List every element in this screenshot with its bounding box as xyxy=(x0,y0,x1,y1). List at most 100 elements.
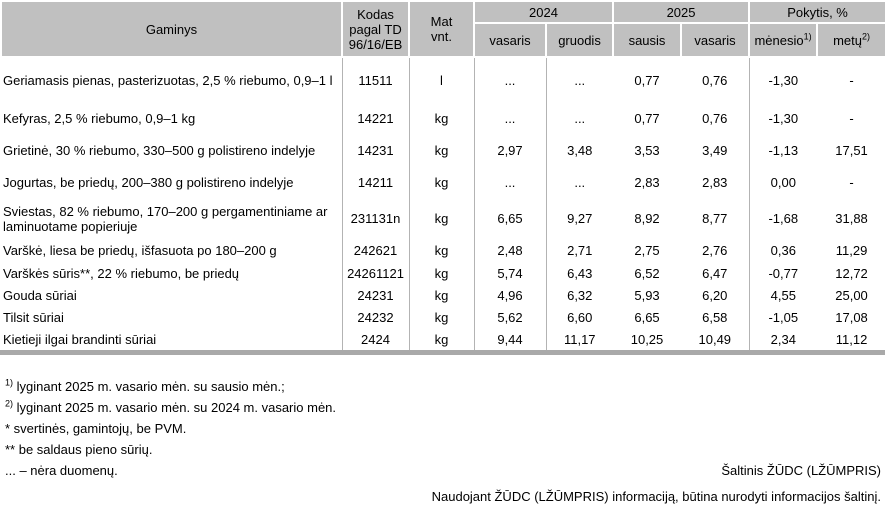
table-cell: 3,48 xyxy=(546,134,614,166)
table-cell: 8,92 xyxy=(613,198,682,239)
sub-header-vasaris-2025: vasaris xyxy=(680,22,751,58)
table-cell: 2,76 xyxy=(681,239,750,262)
table-cell: 0,77 xyxy=(613,57,682,102)
table-body: Geriamasis pienas, pasterizuotas, 2,5 % … xyxy=(1,57,885,350)
footnote-2: 2) lyginant 2025 m. vasario mėn. su 2024… xyxy=(5,398,337,415)
table-cell: 9,44 xyxy=(474,328,547,350)
group-header-pokytis: Pokytis, % xyxy=(748,0,885,24)
table-cell: l xyxy=(409,57,475,102)
table-cell: Gouda sūriai xyxy=(1,284,343,306)
sub-header-gruodis: gruodis xyxy=(544,22,615,58)
table-cell: Grietinė, 30 % riebumo, 330–500 g polist… xyxy=(1,134,343,166)
table-cell: 0,77 xyxy=(613,102,682,134)
table-cell: 25,00 xyxy=(817,284,885,306)
table-row: Sviestas, 82 % riebumo, 170–200 g pergam… xyxy=(1,198,885,239)
table-cell: 242621 xyxy=(342,239,410,262)
table-row: Kefyras, 2,5 % riebumo, 0,9–1 kg 14221 kg.… xyxy=(1,102,885,134)
table-cell: 6,58 xyxy=(681,306,750,328)
table-cell: kg xyxy=(409,239,475,262)
table-cell: 2,75 xyxy=(613,239,682,262)
col-header-gaminys: Gaminys xyxy=(0,0,343,58)
table-row: Grietinė, 30 % riebumo, 330–500 g polist… xyxy=(1,134,885,166)
table-cell: 0,76 xyxy=(681,102,750,134)
table-cell: kg xyxy=(409,134,475,166)
table-cell: - xyxy=(817,166,885,198)
table-cell: 2,71 xyxy=(546,239,614,262)
table-cell: -1,68 xyxy=(749,198,818,239)
table-cell: ... xyxy=(546,57,614,102)
table-cell: 6,20 xyxy=(681,284,750,306)
attribution-line: Naudojant ŽŪDC (LŽŪMPRIS) informaciją, b… xyxy=(431,489,881,504)
table-cell: 8,77 xyxy=(681,198,750,239)
table-cell: kg xyxy=(409,166,475,198)
table-cell: ... xyxy=(546,102,614,134)
table-cell: ... xyxy=(474,57,547,102)
table-row: Kietieji ilgai brandinti sūriai 2424 kg 9,4… xyxy=(1,328,885,350)
price-table: Gaminys Kodas pagal TD 96/16/EB Mat vnt.… xyxy=(0,0,885,350)
table-cell: 231131n xyxy=(342,198,410,239)
footnote-1: 1) lyginant 2025 m. vasario mėn. su saus… xyxy=(5,377,285,394)
table-cell: 6,65 xyxy=(613,306,682,328)
table-cell: Jogurtas, be priedų, 200–380 g polistire… xyxy=(1,166,343,198)
footnotes-block: 1) lyginant 2025 m. vasario mėn. su saus… xyxy=(0,376,885,481)
table-cell: kg xyxy=(409,328,475,350)
table-cell: 6,52 xyxy=(613,262,682,284)
table-cell: 0,36 xyxy=(749,239,818,262)
table-cell: 14221 xyxy=(342,102,410,134)
table-row: Jogurtas, be priedų, 200–380 g polistire… xyxy=(1,166,885,198)
table-cell: 24231 xyxy=(342,284,410,306)
table-cell: 14211 xyxy=(342,166,410,198)
col-header-mat-line1: Mat xyxy=(430,14,453,29)
source-line: Šaltinis ŽŪDC (LŽŪMPRIS) xyxy=(721,463,881,478)
table-cell: 6,47 xyxy=(681,262,750,284)
table-cell: 4,96 xyxy=(474,284,547,306)
table-cell: -1,30 xyxy=(749,102,818,134)
table-cell: 5,93 xyxy=(613,284,682,306)
no-data-note: ... – nėra duomenų. xyxy=(5,463,118,478)
table-cell: 17,51 xyxy=(817,134,885,166)
table-cell: kg xyxy=(409,198,475,239)
table-cell: 2424 xyxy=(342,328,410,350)
table-cell: 4,55 xyxy=(749,284,818,306)
table-cell: 6,32 xyxy=(546,284,614,306)
table-cell: Varškės sūris**, 22 % riebumo, be priedų xyxy=(1,262,343,284)
table-cell: -0,77 xyxy=(749,262,818,284)
sub-header-vasaris-2024: vasaris xyxy=(473,22,547,58)
group-header-2025: 2025 xyxy=(612,0,751,24)
table-cell: 24232 xyxy=(342,306,410,328)
table-cell: 5,62 xyxy=(474,306,547,328)
table-cell: 2,34 xyxy=(749,328,818,350)
bottom-line: ... – nėra duomenų. Šaltinis ŽŪDC (LŽŪMP… xyxy=(5,460,885,481)
table-cell: 2,83 xyxy=(613,166,682,198)
table-cell: 17,08 xyxy=(817,306,885,328)
table-cell: 11,12 xyxy=(817,328,885,350)
table-cell: kg xyxy=(409,262,475,284)
table-cell: 3,53 xyxy=(613,134,682,166)
table-cell: 11,17 xyxy=(546,328,614,350)
table-cell: -1,13 xyxy=(749,134,818,166)
group-header-2024: 2024 xyxy=(472,0,615,24)
sub-header-menesio: mėnesio1) xyxy=(748,22,819,58)
table-cell: 12,72 xyxy=(817,262,885,284)
sub-header-metu: metų2) xyxy=(816,22,885,58)
header-row-groups: Gaminys Kodas pagal TD 96/16/EB Mat vnt.… xyxy=(0,0,885,58)
table-row: Tilsit sūriai 24232 kg 5,62 6,60 6,65 6,58 -1,0… xyxy=(1,306,885,328)
table-cell: Sviestas, 82 % riebumo, 170–200 g pergam… xyxy=(1,198,343,239)
table-row: Geriamasis pienas, pasterizuotas, 2,5 % … xyxy=(1,57,885,102)
table-cell: kg xyxy=(409,102,475,134)
metu-superscript: 2) xyxy=(861,31,870,42)
table-cell: -1,05 xyxy=(749,306,818,328)
table-row: Varškė, liesa be priedų, išfasuota po 18… xyxy=(1,239,885,262)
table-bottom-bar xyxy=(0,350,885,355)
table-cell: Kefyras, 2,5 % riebumo, 0,9–1 kg xyxy=(1,102,343,134)
table-cell: kg xyxy=(409,306,475,328)
table-cell: 9,27 xyxy=(546,198,614,239)
table-cell: ... xyxy=(474,166,547,198)
table-cell: 2,97 xyxy=(474,134,547,166)
table-cell: 6,65 xyxy=(474,198,547,239)
table-cell: 0,00 xyxy=(749,166,818,198)
table-cell: kg xyxy=(409,284,475,306)
table-cell: 3,49 xyxy=(681,134,750,166)
footnote-3: * svertinės, gamintojų, be PVM. xyxy=(5,421,187,436)
